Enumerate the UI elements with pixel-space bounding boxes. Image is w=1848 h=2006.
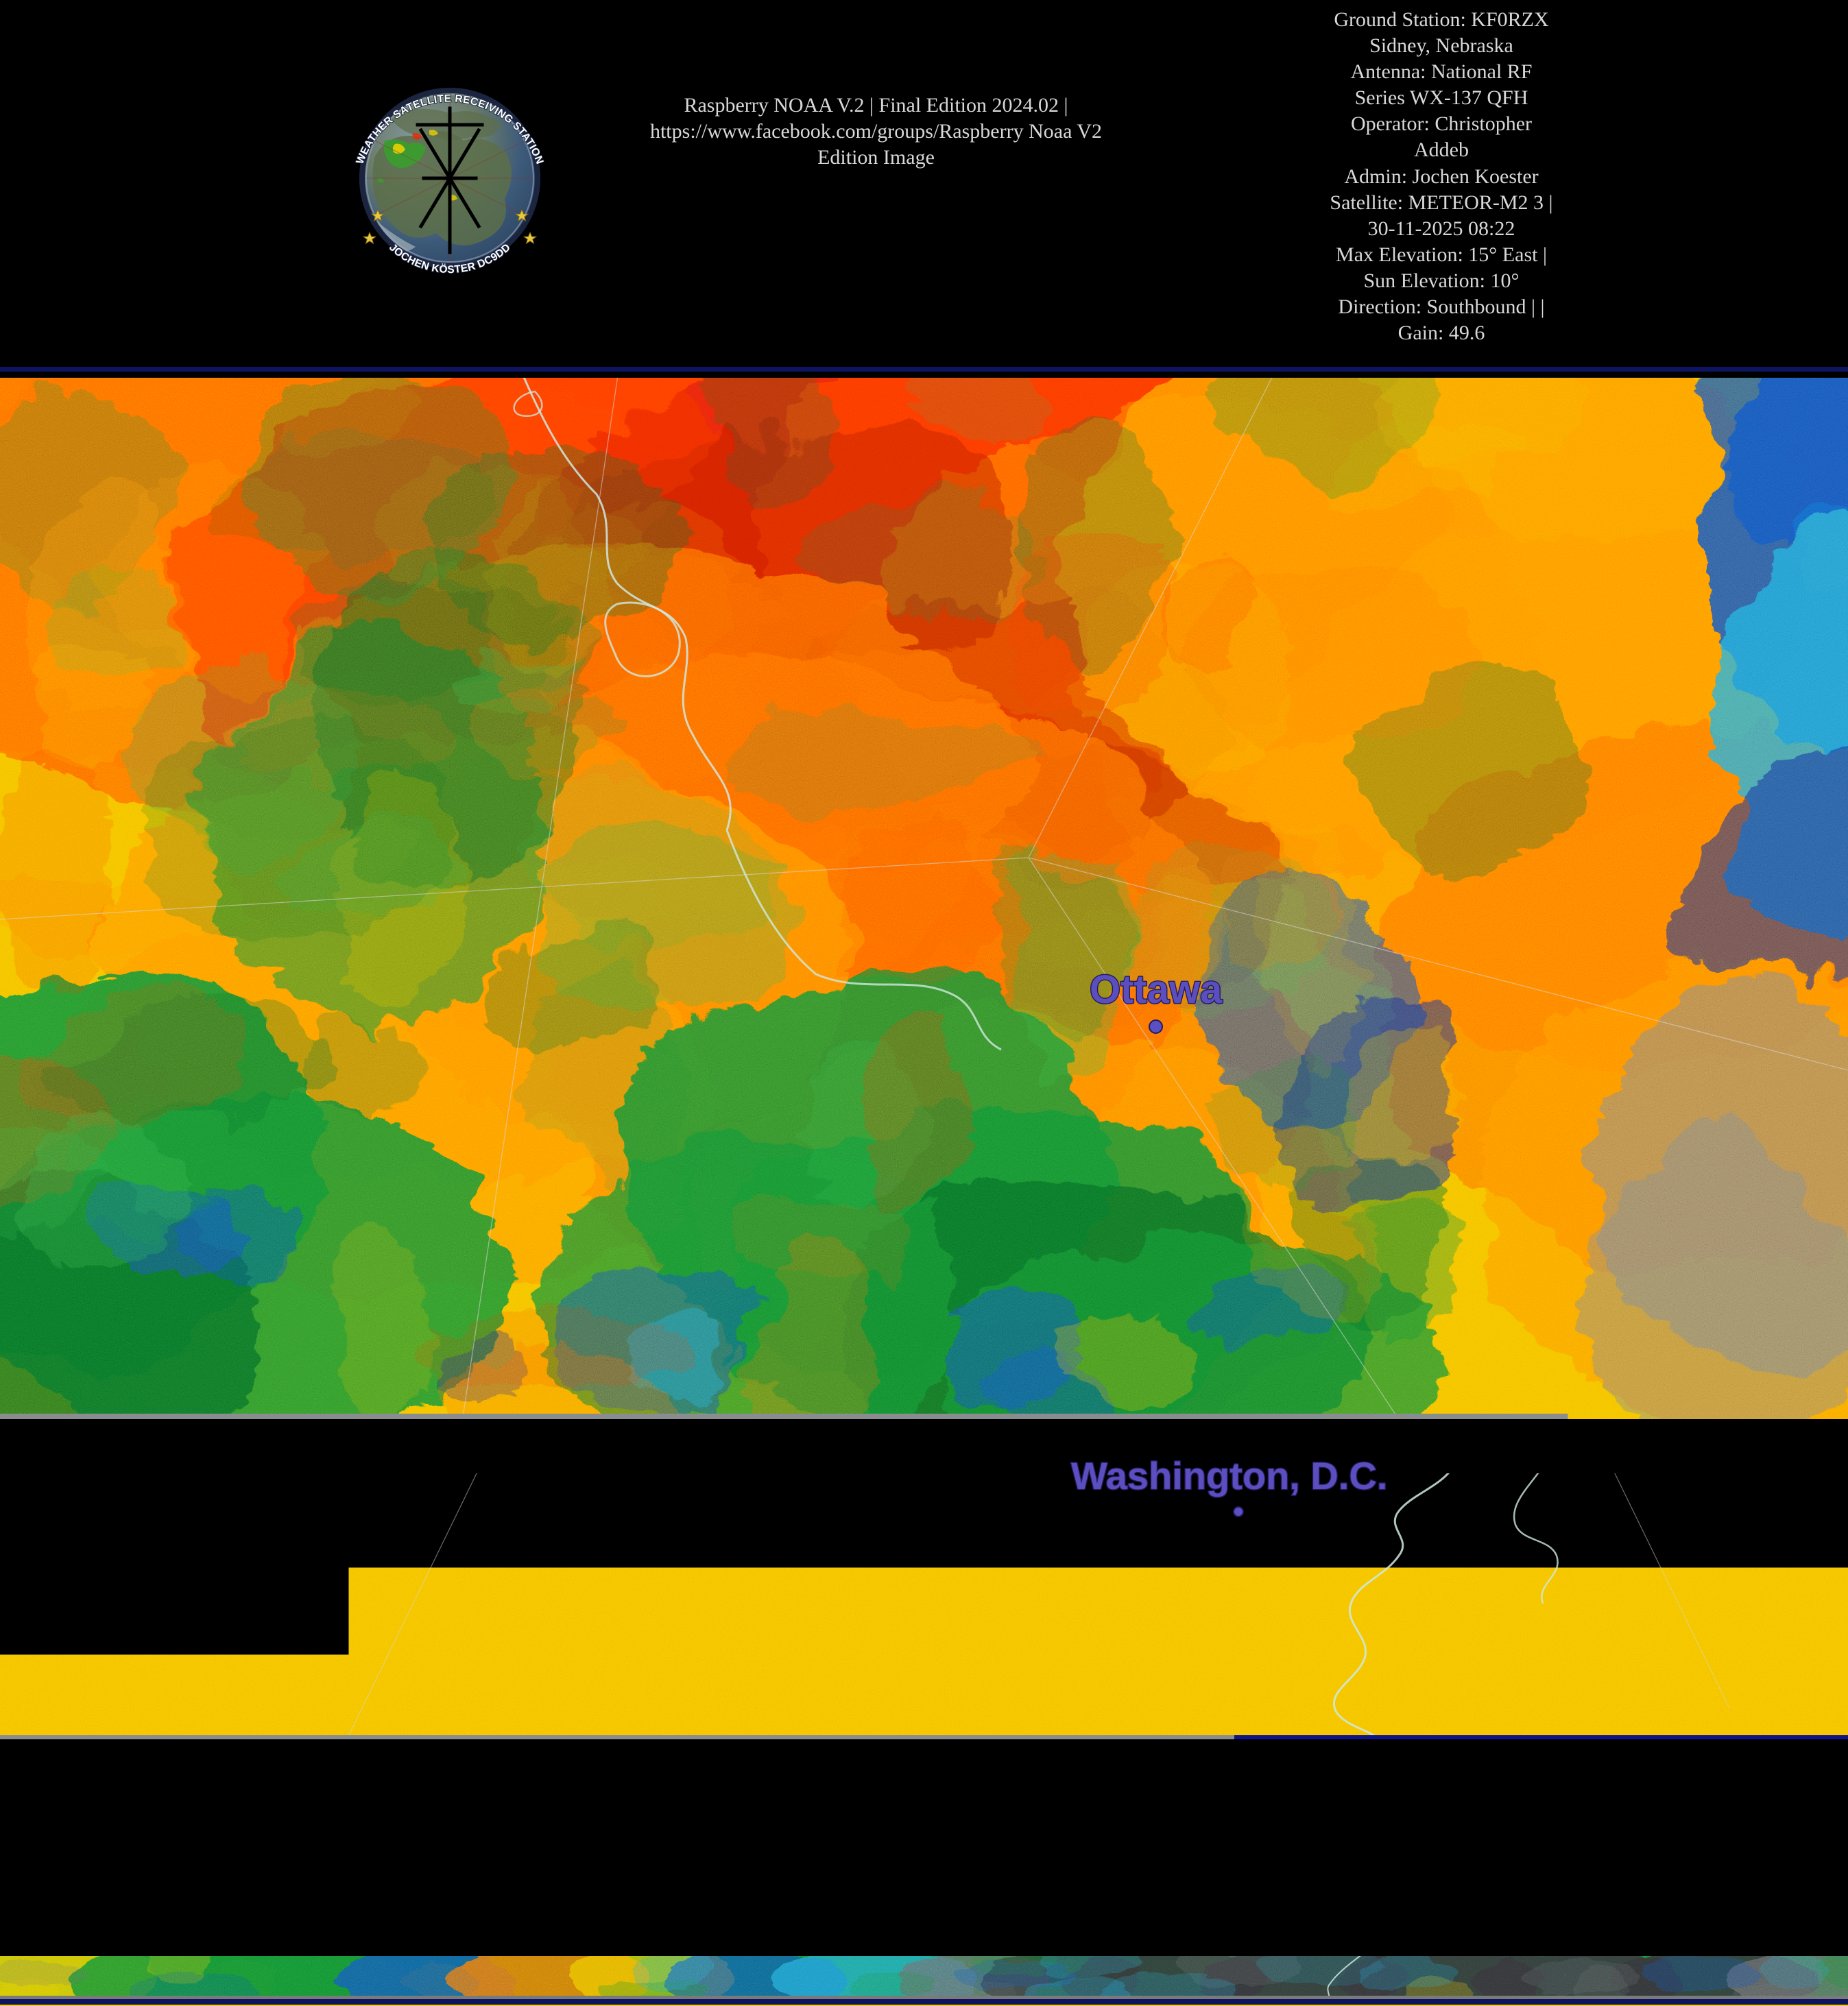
svg-text:Washington, D.C.: Washington, D.C. — [1071, 1454, 1387, 1497]
svg-text:Ottawa: Ottawa — [1090, 967, 1223, 1012]
